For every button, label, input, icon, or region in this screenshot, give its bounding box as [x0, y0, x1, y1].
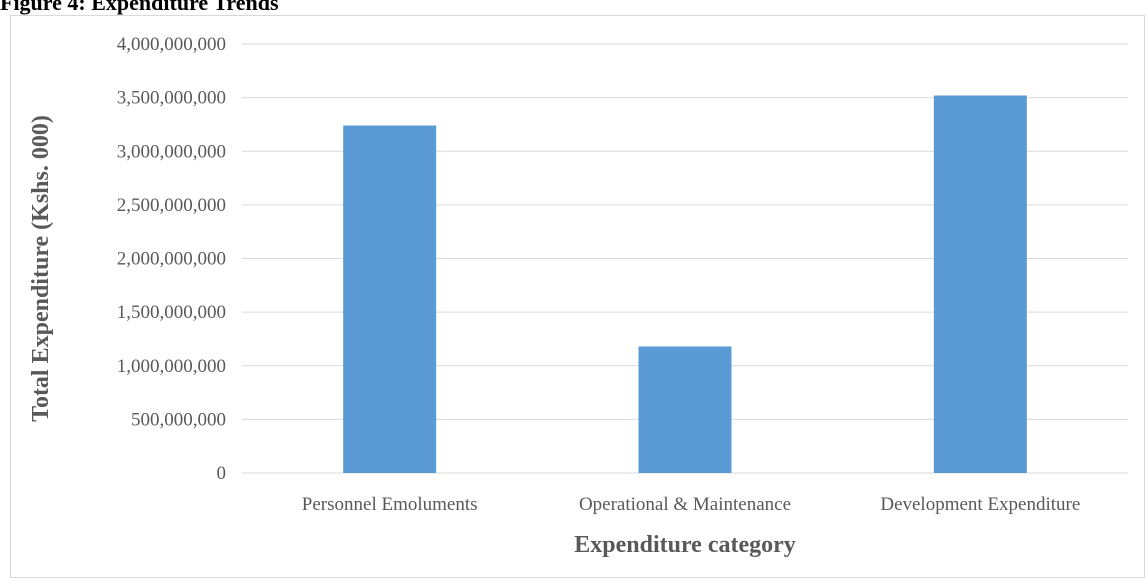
y-tick-label: 1,000,000,000 — [117, 356, 226, 377]
y-tick-label: 2,500,000,000 — [117, 195, 226, 216]
x-axis-title: Expenditure category — [574, 532, 796, 558]
y-tick-label: 3,500,000,000 — [117, 88, 226, 109]
bar — [638, 346, 732, 473]
y-tick-label: 2,000,000,000 — [117, 249, 226, 270]
bar — [343, 125, 437, 473]
y-tick-label: 3,000,000,000 — [117, 141, 226, 162]
bar — [933, 95, 1027, 473]
y-tick-label: 0 — [217, 463, 227, 484]
x-category-label: Personnel Emoluments — [302, 494, 478, 515]
y-tick-label: 500,000,000 — [131, 409, 226, 430]
y-tick-label: 4,000,000,000 — [117, 34, 226, 55]
y-tick-label: 1,500,000,000 — [117, 302, 226, 323]
x-category-label: Operational & Maintenance — [579, 494, 791, 515]
y-axis-title: Total Expenditure (Kshs. 000) — [28, 115, 54, 422]
figure-title: Figure 4: Expenditure Trends — [0, 0, 279, 15]
x-category-label: Development Expenditure — [880, 494, 1080, 515]
